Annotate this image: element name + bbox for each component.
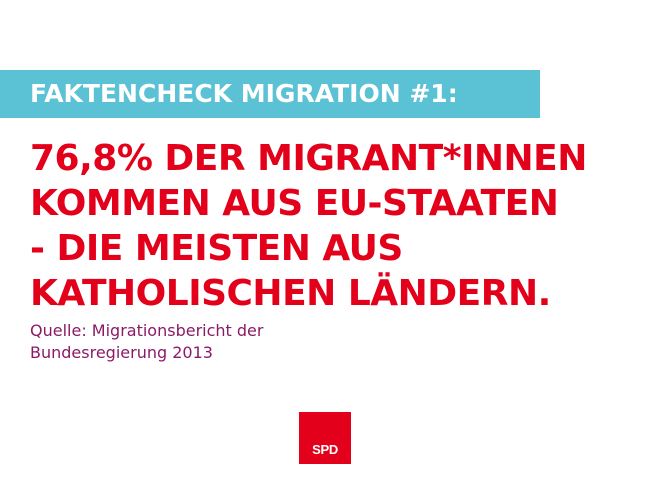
headline-line: KATHOLISCHEN LÄNDERN. — [30, 273, 551, 314]
headline-line: 76,8% DER MIGRANT*INNEN — [30, 138, 587, 179]
source-line: Bundesregierung 2013 — [30, 343, 213, 362]
spd-logo: SPD — [299, 412, 351, 464]
headline: 76,8% DER MIGRANT*INNEN KOMMEN AUS EU-ST… — [30, 136, 640, 316]
source-citation: Quelle: Migrationsbericht der Bundesregi… — [30, 320, 263, 364]
headline-line: KOMMEN AUS EU-STAATEN — [30, 183, 559, 224]
header-banner: FAKTENCHECK MIGRATION #1: — [0, 70, 540, 118]
source-line: Quelle: Migrationsbericht der — [30, 321, 264, 340]
banner-title: FAKTENCHECK MIGRATION #1: — [30, 79, 458, 108]
headline-line: - DIE MEISTEN AUS — [30, 228, 403, 269]
logo-text: SPD — [312, 442, 338, 457]
